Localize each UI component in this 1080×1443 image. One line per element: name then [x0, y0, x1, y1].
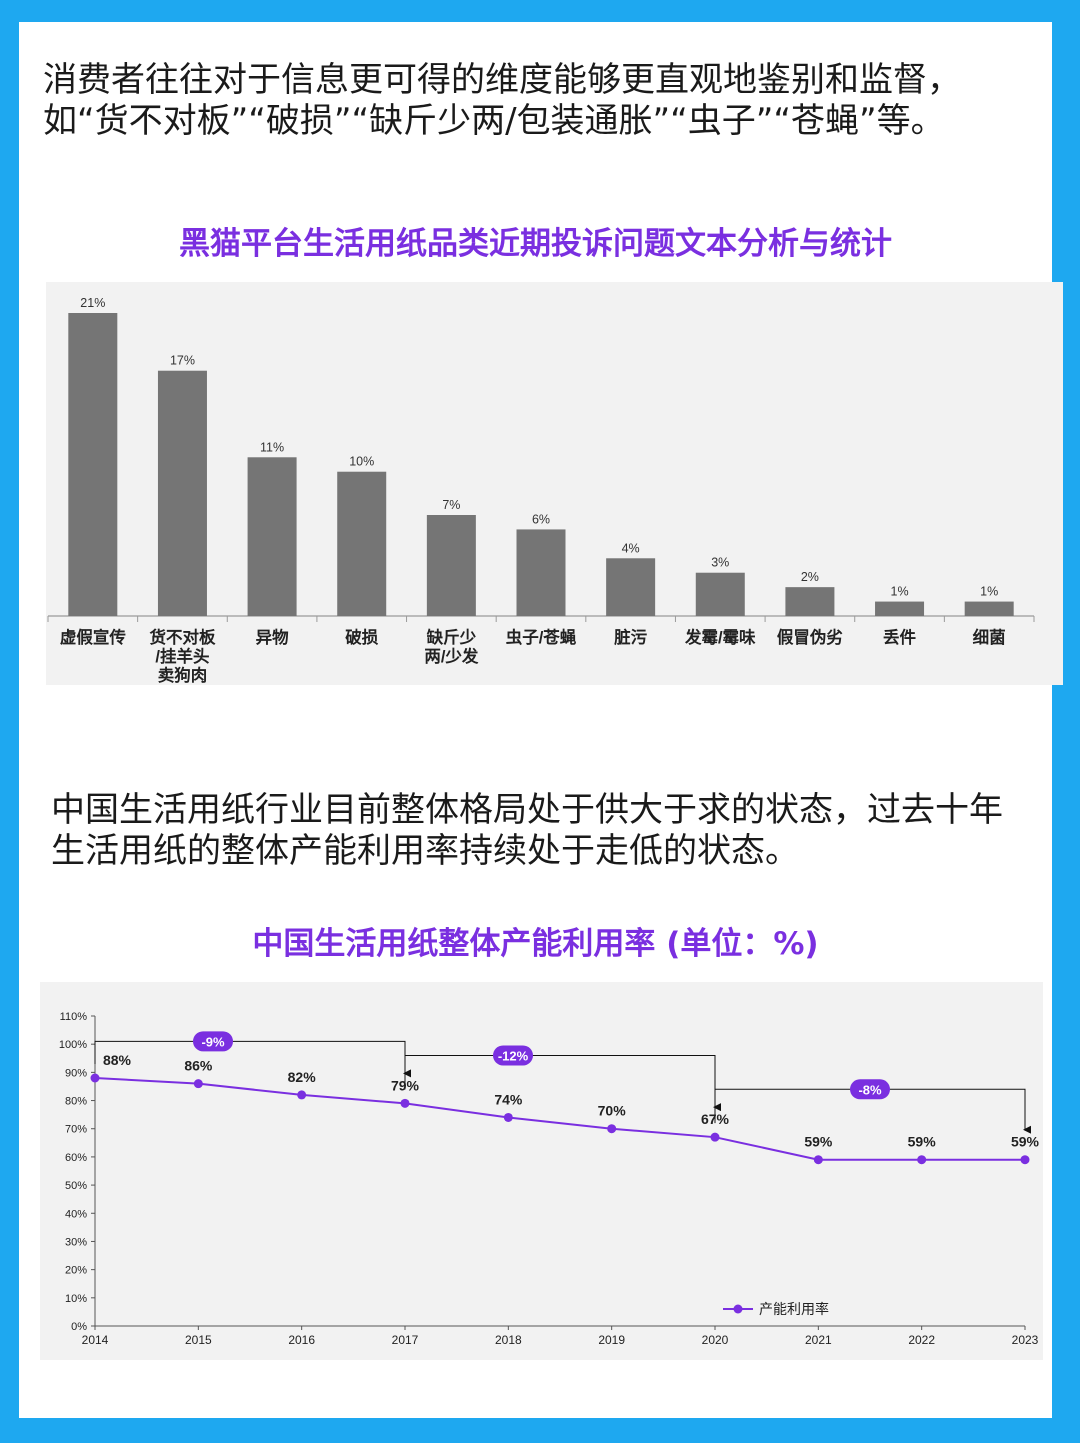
y-tick-label: 80% — [65, 1096, 87, 1108]
y-tick-label: 70% — [65, 1124, 87, 1136]
bar — [606, 558, 656, 616]
bar-value-label: 1% — [891, 585, 909, 599]
data-point — [297, 1090, 307, 1100]
intro-paragraph: 消费者往往对于信息更可得的维度能够更直观地鉴别和监督，如“货不对板”“破损”“缺… — [43, 60, 961, 141]
change-badge — [193, 1031, 233, 1052]
category-label: 卖狗肉 — [158, 665, 208, 685]
y-tick-label: 100% — [59, 1039, 87, 1051]
category-label: 破损 — [345, 627, 379, 647]
category-label: 缺斤少 — [427, 627, 477, 647]
category-label: 货不对板 — [149, 627, 216, 647]
change-badge — [850, 1079, 890, 1100]
bar — [157, 370, 207, 616]
y-tick-label: 90% — [65, 1067, 87, 1079]
bar — [964, 601, 1014, 616]
data-label: 88% — [103, 1052, 132, 1068]
y-tick-label: 30% — [65, 1236, 87, 1248]
bar — [426, 515, 476, 616]
data-label: 82% — [288, 1069, 317, 1085]
capacity-paragraph: 中国生活用纸行业目前整体格局处于供大于求的状态，过去十年生活用纸的整体产能利用率… — [51, 790, 1003, 871]
bar — [875, 601, 925, 616]
data-point — [193, 1079, 203, 1089]
legend-marker — [733, 1304, 743, 1314]
data-label: 59% — [908, 1134, 937, 1150]
category-label: 细菌 — [973, 627, 1006, 647]
data-label: 86% — [184, 1058, 213, 1074]
category-label: 假冒伪劣 — [777, 627, 843, 647]
category-label: 虚假宣传 — [60, 627, 127, 647]
bar-value-label: 4% — [622, 541, 640, 555]
data-point — [607, 1124, 617, 1134]
category-label: 虫子/苍蝇 — [506, 627, 577, 647]
y-tick-label: 10% — [65, 1293, 87, 1305]
change-label: -9% — [201, 1034, 225, 1049]
data-point — [917, 1155, 927, 1165]
bar — [695, 572, 745, 616]
bar — [516, 529, 566, 616]
x-tick-label: 2017 — [392, 1333, 419, 1347]
x-tick-label: 2021 — [805, 1333, 832, 1347]
x-tick-label: 2015 — [185, 1333, 212, 1347]
bar-chart-title: 黑猫平台生活用纸品类近期投诉问题文本分析与统计 — [179, 226, 892, 262]
bar — [247, 457, 297, 616]
bar-value-label: 21% — [80, 296, 105, 310]
bar-value-label: 11% — [260, 440, 284, 454]
data-point — [400, 1098, 410, 1108]
data-point — [710, 1132, 720, 1142]
plot-background — [46, 282, 1063, 685]
y-tick-label: 50% — [65, 1180, 87, 1192]
x-tick-label: 2020 — [702, 1333, 729, 1347]
x-tick-label: 2018 — [495, 1333, 522, 1347]
category-label: 发霉/霉味 — [684, 627, 756, 647]
change-label: -12% — [498, 1048, 529, 1063]
data-label: 59% — [1011, 1134, 1040, 1150]
x-tick-label: 2016 — [288, 1333, 315, 1347]
y-tick-label: 40% — [65, 1208, 87, 1220]
data-point — [90, 1073, 100, 1083]
data-label: 67% — [701, 1111, 730, 1127]
x-tick-label: 2023 — [1012, 1333, 1039, 1347]
line-chart-title: 中国生活用纸整体产能利用率 (单位：%) — [252, 926, 819, 962]
category-label: 异物 — [256, 627, 290, 647]
capacity-line-chart: 0% 10% 20% 30% 40% 50% 60% 70% 80% 90% 100% 110% 201… — [40, 982, 1043, 1360]
data-label: 59% — [804, 1134, 833, 1150]
bar — [68, 313, 118, 616]
data-point — [813, 1155, 823, 1165]
category-label: 丢件 — [883, 627, 917, 647]
bar-value-label: 10% — [349, 455, 374, 469]
data-label: 79% — [391, 1077, 420, 1093]
x-tick-label: 2022 — [908, 1333, 935, 1347]
legend-label: 产能利用率 — [759, 1301, 829, 1317]
content-card: 消费者往往对于信息更可得的维度能够更直观地鉴别和监督，如“货不对板”“破损”“缺… — [19, 22, 1063, 1418]
bar-value-label: 3% — [711, 556, 729, 570]
bar-value-label: 2% — [801, 570, 819, 584]
bar-value-label: 1% — [980, 585, 998, 599]
data-point — [503, 1112, 513, 1122]
bar — [337, 471, 387, 616]
bar-value-label: 6% — [532, 512, 550, 526]
category-label: /挂羊头 — [155, 646, 209, 666]
bar-value-label: 7% — [442, 498, 460, 512]
data-label: 74% — [494, 1091, 523, 1107]
category-label: 脏污 — [614, 627, 648, 647]
x-tick-label: 2014 — [82, 1333, 109, 1347]
data-label: 70% — [598, 1103, 627, 1119]
series-line — [94, 1077, 1025, 1161]
bar — [785, 587, 835, 616]
y-tick-label: 110% — [60, 1011, 88, 1023]
x-tick-label: 2019 — [598, 1333, 625, 1347]
y-tick-label: 0% — [71, 1321, 87, 1333]
data-point — [1020, 1155, 1030, 1165]
y-tick-label: 20% — [65, 1265, 87, 1277]
plot-background — [40, 982, 1043, 1360]
y-tick-label: 60% — [65, 1152, 87, 1164]
category-label: 两/少发 — [424, 646, 479, 666]
change-badge — [493, 1045, 533, 1066]
change-bracket — [404, 1054, 721, 1112]
bar-value-label: 17% — [170, 354, 195, 368]
change-label: -8% — [858, 1082, 882, 1097]
